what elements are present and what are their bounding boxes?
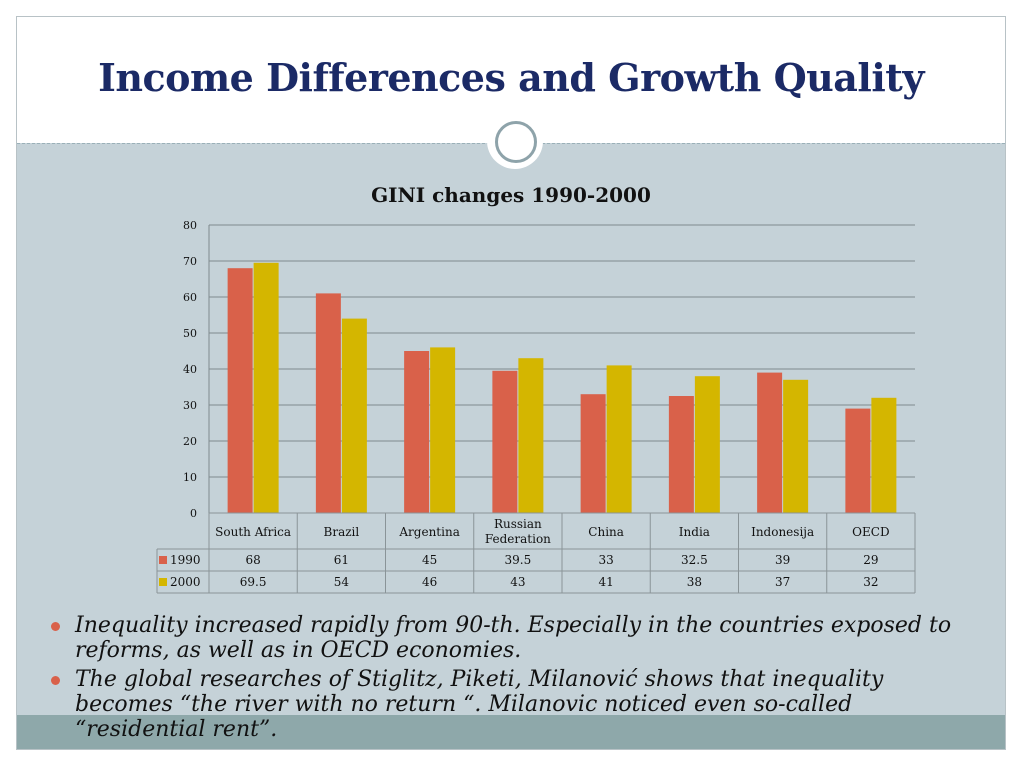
bullet-text: Inequality increased rapidly from 90-th.… xyxy=(75,613,952,663)
bar-1990 xyxy=(757,372,783,513)
grid-layer xyxy=(208,224,915,514)
bullet-dot-icon xyxy=(51,676,60,685)
bullet-text: The global researches of Stiglitz, Piket… xyxy=(75,667,884,742)
legend-label: 2000 xyxy=(170,575,201,589)
data-label: 43 xyxy=(510,575,525,589)
bars xyxy=(227,262,897,513)
category-label: India xyxy=(679,525,710,539)
data-label: 39.5 xyxy=(505,553,532,567)
data-label: 38 xyxy=(687,575,702,589)
data-label: 61 xyxy=(334,553,349,567)
bullet-item: The global researches of Stiglitz, Piket… xyxy=(45,667,965,742)
bar-2000 xyxy=(606,365,632,513)
data-label: 39 xyxy=(775,553,790,567)
bullet-dot-icon xyxy=(51,622,60,631)
y-tick-label: 80 xyxy=(183,219,197,232)
bullet-list: Inequality increased rapidly from 90-th.… xyxy=(45,613,965,746)
bar-1990 xyxy=(845,408,871,513)
category-label: China xyxy=(588,525,624,539)
y-tick-label: 50 xyxy=(183,327,197,340)
circle-ring-icon xyxy=(495,121,537,163)
data-label: 45 xyxy=(422,553,437,567)
data-label: 33 xyxy=(598,553,613,567)
y-tick-label: 60 xyxy=(183,291,197,304)
data-label: 41 xyxy=(598,575,613,589)
data-label: 29 xyxy=(863,553,878,567)
y-tick-label: 20 xyxy=(183,435,197,448)
legend-key-1990 xyxy=(159,556,167,564)
category-label: Russian xyxy=(494,517,542,531)
bar-2000 xyxy=(871,397,897,513)
legend-key-2000 xyxy=(159,578,167,586)
category-label: Brazil xyxy=(324,525,360,539)
y-tick-label: 10 xyxy=(183,471,197,484)
y-axis-ticks: 0 10 20 30 40 50 60 70 80 xyxy=(183,219,197,520)
y-tick-label: 70 xyxy=(183,255,197,268)
data-label: 69.5 xyxy=(240,575,267,589)
data-label: 37 xyxy=(775,575,790,589)
category-label: OECD xyxy=(852,525,889,539)
data-label: 68 xyxy=(245,553,260,567)
bar-2000 xyxy=(694,376,720,513)
bottom-band xyxy=(17,715,1005,749)
bar-2000 xyxy=(783,379,809,513)
bar-2000 xyxy=(253,262,279,513)
data-label: 32.5 xyxy=(681,553,708,567)
y-tick-label: 30 xyxy=(183,399,197,412)
bar-1990 xyxy=(227,268,253,513)
slide: Income Differences and Growth Quality GI… xyxy=(16,16,1006,750)
data-label: 54 xyxy=(334,575,350,589)
bar-1990 xyxy=(315,293,341,513)
bar-1990 xyxy=(668,396,694,513)
bar-1990 xyxy=(404,351,430,513)
category-label: Federation xyxy=(485,532,551,546)
data-table: South Africa Brazil Argentina RussianFedera… xyxy=(156,512,916,594)
y-tick-label: 40 xyxy=(183,363,197,376)
bar-2000 xyxy=(518,358,544,513)
category-label: Indonesija xyxy=(751,525,814,539)
bar-1990 xyxy=(492,370,518,513)
y-tick-label: 0 xyxy=(190,507,197,520)
data-label: 46 xyxy=(422,575,437,589)
data-label: 32 xyxy=(863,575,878,589)
category-label: Argentina xyxy=(398,525,459,539)
chart-title: GINI changes 1990-2000 xyxy=(371,183,651,207)
gini-bar-chart: 0 10 20 30 40 50 60 70 80 South Africa Brazil Arge… xyxy=(156,219,916,594)
category-label: South Africa xyxy=(215,525,291,539)
legend-label: 1990 xyxy=(170,553,201,567)
circle-ornament-icon xyxy=(487,113,543,169)
bar-1990 xyxy=(580,394,606,513)
slide-title: Income Differences and Growth Quality xyxy=(98,55,924,100)
bar-2000 xyxy=(430,347,456,513)
bar-2000 xyxy=(341,318,367,513)
bullet-item: Inequality increased rapidly from 90-th.… xyxy=(45,613,965,663)
